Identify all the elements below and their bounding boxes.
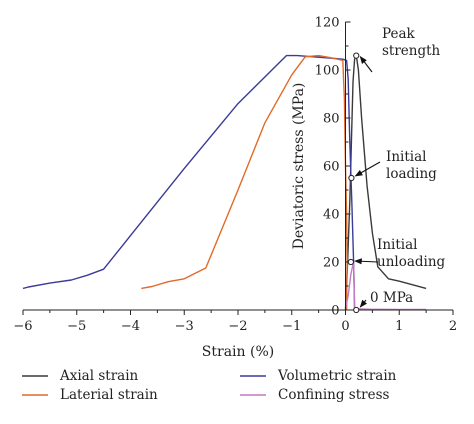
x-tick-label: −6 — [13, 319, 32, 334]
legend-label-2: Laterial strain — [60, 387, 158, 403]
marker-2 — [347, 258, 354, 266]
x-tick-label: −3 — [175, 319, 194, 334]
y-axis-title: Deviatoric stress (MPa) — [291, 83, 307, 250]
series-line-0 — [344, 54, 427, 311]
x-tick-label: −1 — [282, 319, 301, 334]
x-tick-label: 1 — [395, 319, 403, 334]
x-tick-label: −4 — [121, 319, 140, 334]
legend-label-0: Axial strain — [59, 368, 139, 384]
series-line-3 — [344, 261, 427, 311]
annotation-line: Initial — [377, 237, 417, 253]
annotation-line: Initial — [386, 149, 426, 165]
annotation-line: 0 MPa — [370, 290, 413, 306]
annotation-arrow-1 — [354, 161, 381, 177]
y-tick-label: 120 — [315, 16, 340, 31]
legend: Axial strain Volumetric strain Laterial st… — [22, 368, 397, 403]
annotation-arrow-2 — [354, 258, 379, 265]
marker-3 — [353, 306, 360, 314]
marker-0 — [353, 52, 360, 59]
annotation-arrow-0 — [359, 55, 373, 73]
markers — [347, 52, 360, 314]
x-tick-label: −2 — [228, 319, 247, 334]
legend-label-3: Confining stress — [278, 387, 390, 403]
series-line-1 — [22, 54, 356, 311]
marker-1 — [348, 174, 355, 182]
x-tick-label: 0 — [341, 319, 349, 334]
plot-lines — [22, 54, 427, 311]
legend-label-1: Volumetric strain — [277, 368, 397, 384]
y-tick-label: 0 — [331, 304, 339, 319]
annotation-arrow-3 — [359, 299, 368, 308]
annotation-line: Peak — [382, 26, 416, 42]
annotation-1: Initial loading — [386, 149, 437, 182]
x-tick-label: 2 — [449, 319, 457, 334]
y-tick-label: 40 — [323, 208, 340, 223]
annotation-line: strength — [382, 43, 441, 59]
x-axis-title: Strain (%) — [202, 344, 274, 360]
y-tick-label: 20 — [323, 256, 340, 271]
annotation-line: loading — [386, 166, 437, 182]
annotation-0: Peak strength — [382, 26, 441, 59]
y-tick-label: 100 — [315, 64, 340, 79]
annotation-line: unloading — [377, 254, 446, 270]
x-tick-label: −5 — [67, 319, 86, 334]
annotation-2: Initial unloading — [377, 237, 446, 270]
y-tick-label: 80 — [323, 112, 340, 127]
y-tick-label: 60 — [323, 160, 340, 175]
annotation-3: 0 MPa — [370, 290, 413, 306]
